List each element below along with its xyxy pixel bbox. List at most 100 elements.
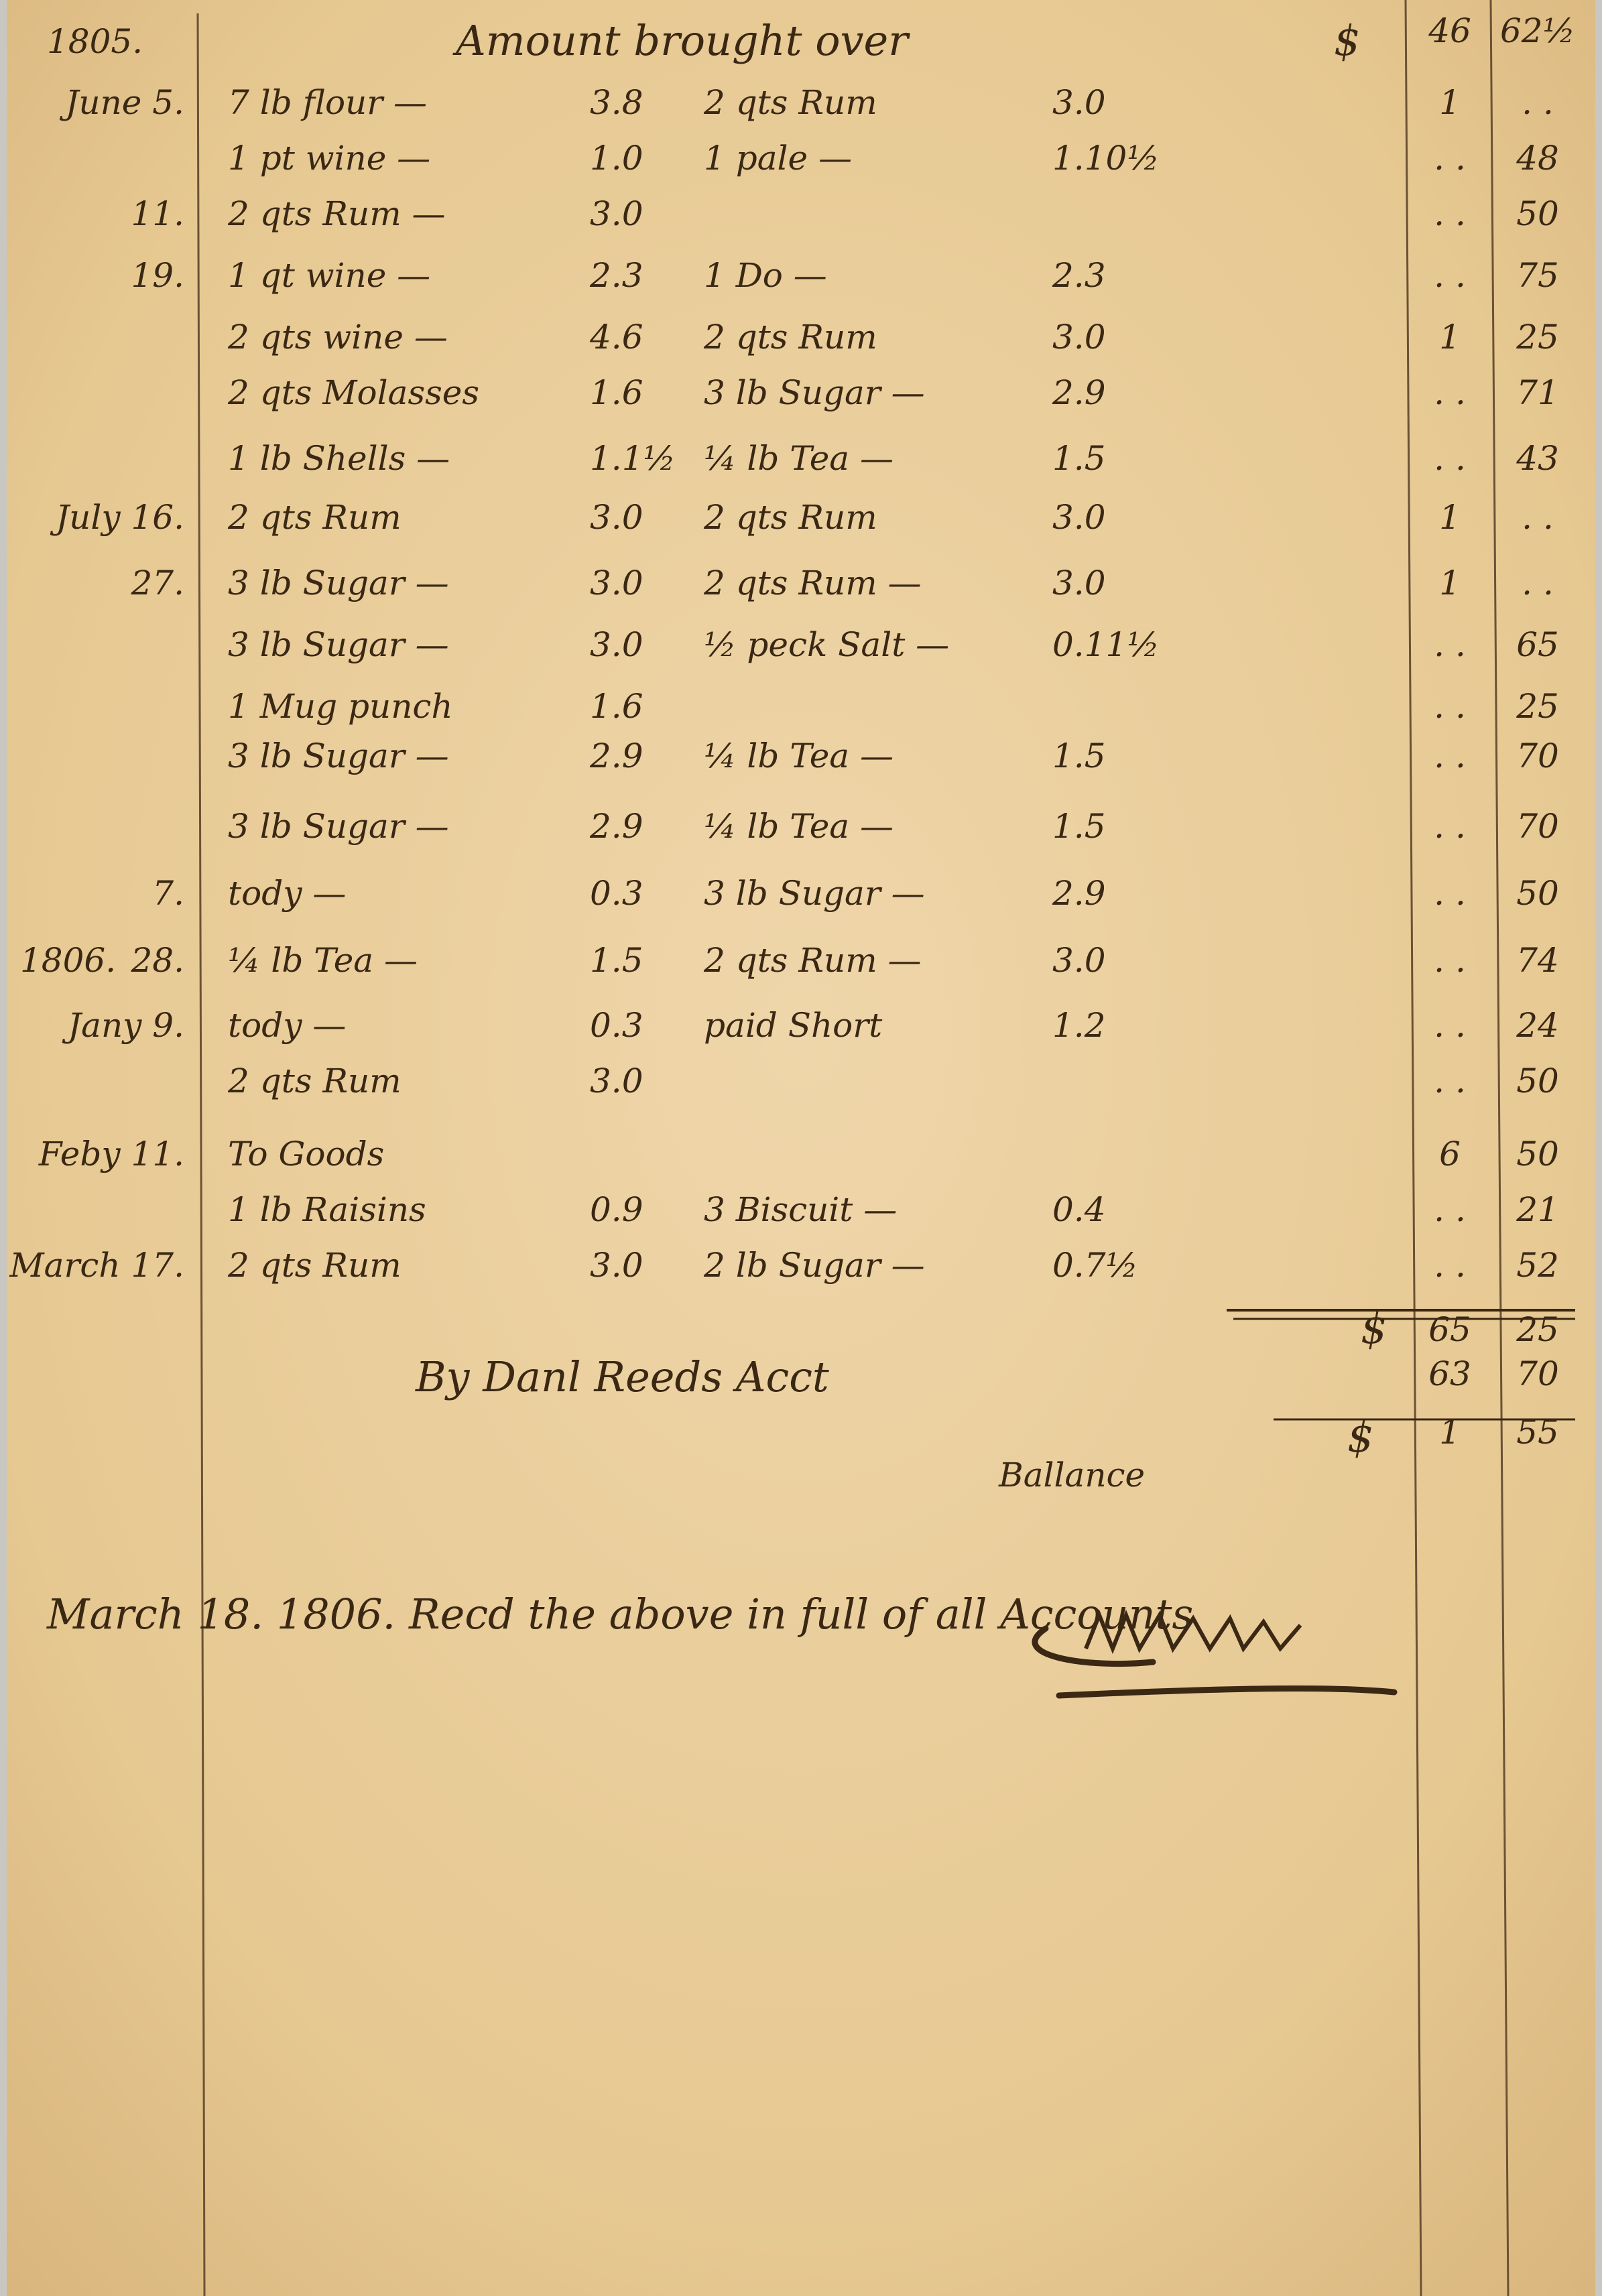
price: 2.9 [589,737,643,775]
item: 1 Mug punch [228,687,453,726]
price: 2.9 [1052,874,1106,913]
item: 7 lb flour — [228,83,427,122]
margin-rule [196,13,206,2296]
price: 1.5 [590,941,643,980]
cents-rule [1489,0,1509,2296]
entry-date: 7. [152,874,184,913]
cents: 43 [1516,439,1559,478]
dollars: . . [1434,737,1466,775]
dollars: . . [1434,625,1466,664]
dollars: 1 [1439,1413,1461,1452]
entry-date: 19. [131,256,184,295]
price: 0.7½ [1052,1246,1138,1285]
currency: $ [1347,1413,1373,1462]
price: 1.5 [1052,737,1106,775]
price: 3.0 [1052,83,1106,122]
cents: 65 [1516,625,1559,664]
price: 1.1½ [590,439,676,478]
cents: 70 [1516,807,1559,846]
price: 1.10½ [1052,139,1160,178]
cents: 62½ [1500,11,1575,50]
item: 3 lb Sugar — [704,373,925,412]
cents: . . [1522,83,1554,122]
item: 2 qts Rum [703,498,877,537]
currency: $ [1361,1304,1387,1353]
dollars: 1 [1439,564,1461,602]
price: 3.0 [590,1062,643,1100]
cents: 50 [1516,1062,1559,1100]
item: 2 qts Rum — [703,941,922,980]
item: tody — [228,1006,346,1045]
year: 1805. [47,22,143,61]
cents: 21 [1516,1190,1559,1229]
item: 2 qts Rum [227,498,402,537]
item: 2 qts Molasses [227,373,479,412]
price: 0.3 [590,1006,643,1045]
price: 4.6 [589,318,643,357]
entry-date: Feby 11. [38,1135,184,1173]
item: 3 Biscuit — [704,1190,897,1229]
dollars: . . [1434,1006,1466,1045]
item: 1 pt wine — [228,139,430,178]
item: 1 Do — [704,256,827,295]
dollars: . . [1434,807,1466,846]
item: 2 qts Rum [703,83,877,122]
dollars: . . [1434,373,1466,412]
item: ¼ lb Tea — [704,807,894,846]
item: 1 pale — [704,139,852,178]
item: 2 qts wine — [227,318,448,357]
balance-label: Ballance [998,1456,1145,1494]
price: 3.0 [590,625,643,664]
cents: 75 [1516,256,1559,295]
item: 2 qts Rum [703,318,877,357]
price: 3.0 [1052,564,1106,602]
dollars: . . [1434,1190,1466,1229]
cents: 25 [1516,318,1559,357]
dollars: . . [1434,1062,1466,1100]
dollars: 1 [1439,318,1461,357]
item: ¼ lb Tea — [228,941,418,980]
price: 3.0 [1052,318,1106,357]
item: 1 lb Raisins [228,1190,426,1229]
item: 3 lb Sugar — [704,874,925,913]
price: 1.5 [1052,439,1106,478]
dollars: 63 [1428,1354,1471,1393]
dollars: 1 [1439,83,1461,122]
dollars: 6 [1439,1135,1461,1173]
price: 1.0 [590,139,643,178]
dollars: . . [1434,874,1466,913]
price: 2.3 [1052,256,1106,295]
price: 2.3 [589,256,643,295]
cents: 24 [1516,1006,1559,1045]
item: 2 lb Sugar — [703,1246,925,1285]
item: 1 qt wine — [228,256,430,295]
cents: 70 [1516,1354,1559,1393]
item: 2 qts Rum — [227,194,446,233]
item: 2 qts Rum — [703,564,922,602]
year: 1806. [20,941,116,980]
dollars: . . [1434,256,1466,295]
entry-date: 28. [130,941,184,980]
price: 3.0 [590,1246,643,1285]
price: 1.5 [1052,807,1106,846]
price: 0.9 [590,1190,643,1229]
dollars: . . [1434,439,1466,478]
price: 2.9 [589,807,643,846]
entry-date: March 17. [9,1246,184,1285]
price: 1.6 [590,687,643,726]
dollars: 65 [1428,1310,1471,1349]
cents: 50 [1516,874,1559,913]
cents: 52 [1516,1246,1559,1285]
entry-date: June 5. [59,83,184,122]
price: 1.6 [590,373,643,412]
signature-flourish [1032,1625,1398,1699]
cents: . . [1522,564,1554,602]
dollars: . . [1434,941,1466,980]
entry-date: 11. [131,194,184,233]
price: 1.2 [1052,1006,1106,1045]
cents: 74 [1516,941,1559,980]
dollar-rule [1404,0,1422,2296]
price: 3.0 [1052,498,1106,537]
item: ½ peck Salt — [704,625,949,664]
